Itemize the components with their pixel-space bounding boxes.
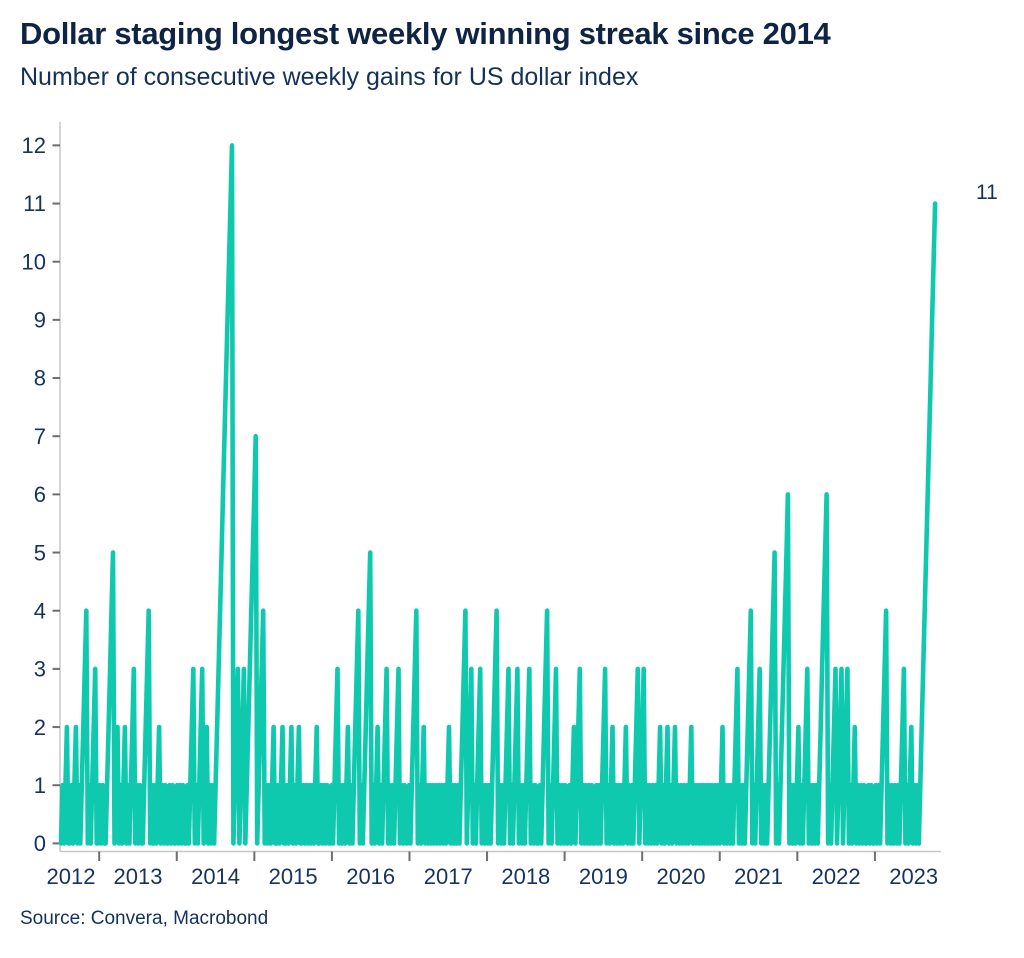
y-tick-label: 7 (34, 424, 46, 449)
x-year-label: 2014 (191, 864, 240, 889)
y-tick-label: 11 (23, 191, 46, 216)
y-tick-label: 8 (34, 366, 46, 391)
x-year-label: 2018 (501, 864, 550, 889)
x-year-label: 2015 (269, 864, 318, 889)
y-tick-label: 6 (34, 482, 46, 507)
source-note: Source: Convera, Macrobond (20, 908, 269, 929)
y-tick-label: 5 (34, 540, 46, 565)
latest-value-label: 11 (976, 181, 998, 204)
y-tick-label: 12 (22, 133, 46, 158)
x-year-label: 2019 (579, 864, 628, 889)
x-year-label: 2013 (114, 864, 163, 889)
y-tick-label: 4 (34, 598, 46, 623)
x-year-label: 2017 (424, 864, 473, 889)
y-tick-label: 2 (34, 715, 46, 740)
y-tick-label: 1 (34, 773, 46, 798)
y-tick-label: 3 (34, 657, 46, 682)
x-year-label: 2022 (812, 864, 861, 889)
streak-line (58, 143, 938, 846)
y-tick-label: 0 (34, 831, 46, 856)
y-tick-label: 9 (34, 308, 46, 333)
x-year-label: 2012 (47, 864, 96, 889)
x-year-label: 2023 (889, 864, 938, 889)
x-year-label: 2016 (346, 864, 395, 889)
x-year-label: 2021 (734, 864, 783, 889)
y-tick-label: 10 (22, 249, 46, 274)
x-year-label: 2020 (656, 864, 705, 889)
chart-subtitle: Number of consecutive weekly gains for U… (20, 63, 639, 91)
chart-title: Dollar staging longest weekly winning st… (20, 16, 831, 51)
